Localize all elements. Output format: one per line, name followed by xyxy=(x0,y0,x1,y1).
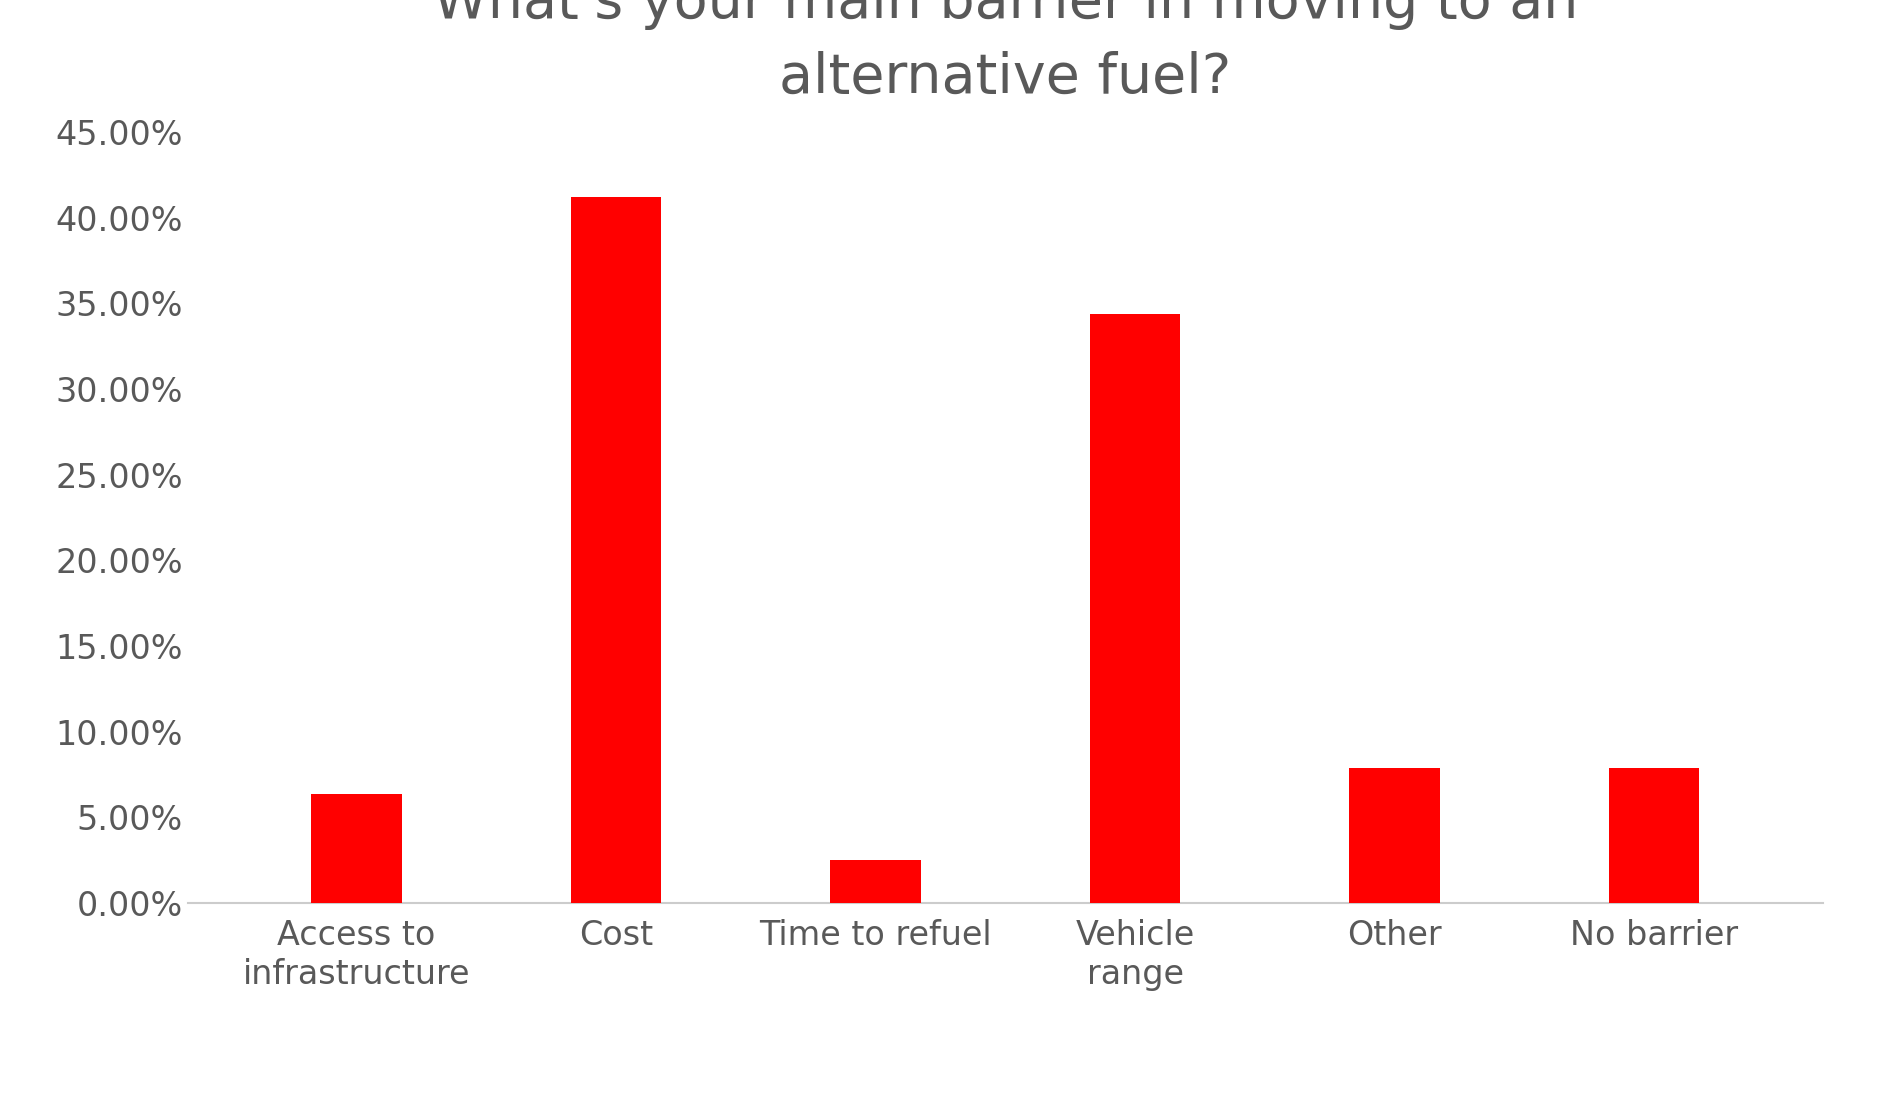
Bar xyxy=(1090,314,1180,903)
Bar xyxy=(831,860,921,903)
Bar xyxy=(312,794,402,903)
Bar xyxy=(1608,767,1699,903)
Title: What's your main barrier in moving to an
alternative fuel?: What's your main barrier in moving to an… xyxy=(432,0,1578,106)
Bar xyxy=(1349,767,1439,903)
Bar xyxy=(571,197,661,903)
